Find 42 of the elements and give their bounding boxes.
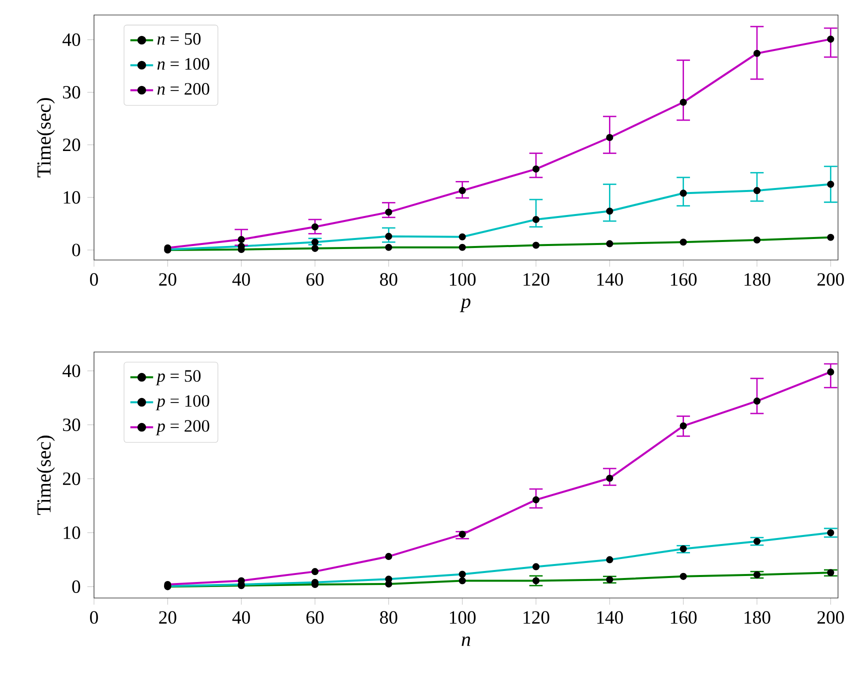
x-tick-label: 40	[232, 611, 250, 624]
y-tick-label: 40	[62, 364, 80, 378]
x-tick-label: 160	[670, 611, 697, 624]
y-axis-title: Time(sec)	[36, 98, 55, 178]
legend-label: n = 100	[157, 58, 210, 70]
x-axis-title: p	[460, 298, 470, 312]
x-tick-label: 140	[597, 273, 623, 286]
x-tick-label: 40	[232, 273, 250, 286]
x-tick-label: 180	[744, 273, 770, 286]
x-tick-label: 80	[380, 611, 398, 624]
x-tick-label: 140	[597, 611, 623, 624]
x-tick-label: 20	[159, 273, 176, 286]
x-tick-label: 60	[306, 611, 324, 624]
y-tick-label: 30	[63, 86, 80, 99]
legend-label: p = 100	[156, 395, 210, 410]
x-tick-label: 60	[306, 273, 324, 286]
x-tick-label: 200	[817, 611, 844, 624]
y-tick-label: 10	[64, 526, 80, 540]
y-tick-label: 0	[72, 580, 80, 593]
x-tick-label: 20	[159, 611, 176, 624]
y-tick-label: 30	[63, 418, 80, 432]
y-tick-label: 40	[62, 33, 80, 46]
y-tick-label: 10	[64, 191, 80, 204]
y-tick-label: 20	[62, 472, 80, 486]
legend-label: n = 200	[157, 83, 210, 95]
x-tick-label: 120	[524, 611, 550, 624]
x-tick-label: 100	[450, 273, 476, 286]
x-tick-label: 0	[90, 611, 98, 624]
y-tick-label: 20	[62, 138, 80, 152]
y-axis-title: Time(sec)	[36, 436, 55, 515]
legend-label: p = 50	[156, 370, 201, 386]
legend-label: p = 200	[156, 420, 210, 436]
x-tick-label: 100	[450, 611, 476, 624]
x-tick-label: 160	[670, 273, 697, 286]
x-tick-label: 0	[90, 273, 98, 286]
y-tick-label: 0	[72, 244, 80, 256]
x-tick-label: 80	[380, 273, 398, 286]
x-tick-label: 200	[817, 273, 844, 286]
legend-label: n = 50	[157, 33, 201, 45]
x-tick-label: 180	[744, 611, 770, 624]
x-tick-label: 120	[524, 273, 550, 286]
x-axis-title: n	[462, 636, 470, 646]
